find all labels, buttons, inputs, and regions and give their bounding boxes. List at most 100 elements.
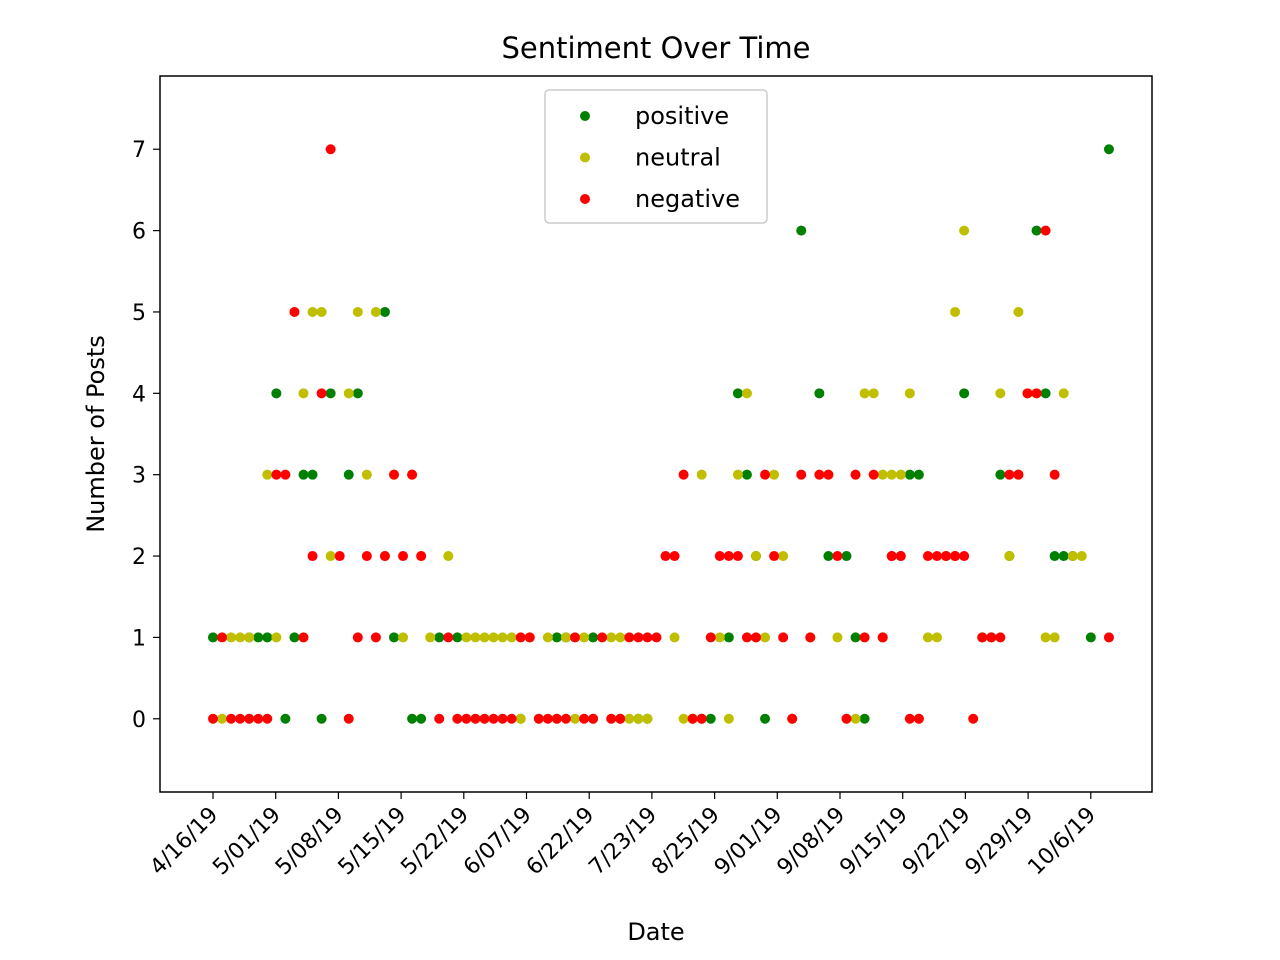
point-negative bbox=[732, 551, 743, 562]
point-negative bbox=[633, 632, 644, 643]
point-negative bbox=[443, 632, 454, 643]
point-positive bbox=[1085, 632, 1096, 643]
x-tick-label: 6/22/19 bbox=[522, 803, 600, 881]
point-neutral bbox=[488, 632, 499, 643]
point-negative bbox=[398, 551, 409, 562]
point-neutral bbox=[751, 551, 761, 562]
point-positive bbox=[760, 713, 771, 724]
point-negative bbox=[678, 469, 689, 480]
point-neutral bbox=[398, 632, 409, 643]
point-negative bbox=[352, 632, 363, 643]
point-negative bbox=[208, 713, 218, 724]
point-positive bbox=[814, 388, 825, 399]
point-negative bbox=[389, 469, 399, 480]
point-neutral bbox=[352, 306, 363, 317]
x-tick-label: 4/16/19 bbox=[146, 803, 224, 881]
legend-marker-neutral bbox=[580, 152, 590, 163]
point-negative bbox=[959, 551, 970, 562]
point-neutral bbox=[714, 632, 725, 643]
point-negative bbox=[379, 551, 390, 562]
point-negative bbox=[805, 632, 816, 643]
point-negative bbox=[570, 632, 580, 643]
point-negative bbox=[995, 632, 1006, 643]
point-neutral bbox=[760, 632, 771, 643]
point-negative bbox=[760, 469, 771, 480]
point-negative bbox=[696, 713, 707, 724]
point-negative bbox=[298, 632, 309, 643]
point-negative bbox=[778, 632, 789, 643]
point-negative bbox=[913, 713, 924, 724]
point-neutral bbox=[1058, 388, 1069, 399]
point-neutral bbox=[1049, 632, 1060, 643]
point-negative bbox=[1103, 632, 1114, 643]
y-tick-label: 7 bbox=[132, 138, 146, 163]
point-neutral bbox=[217, 713, 228, 724]
x-tick-label: 8/25/19 bbox=[647, 803, 725, 881]
point-negative bbox=[787, 713, 798, 724]
point-negative bbox=[334, 551, 345, 562]
point-positive bbox=[379, 306, 390, 317]
point-negative bbox=[651, 632, 662, 643]
x-tick-label: 9/15/19 bbox=[835, 803, 913, 881]
point-negative bbox=[868, 469, 879, 480]
point-positive bbox=[859, 713, 870, 724]
x-tick-label: 7/23/19 bbox=[584, 803, 662, 881]
plot-area-frame bbox=[159, 75, 1153, 793]
point-neutral bbox=[732, 469, 743, 480]
point-neutral bbox=[669, 632, 680, 643]
point-negative bbox=[524, 632, 535, 643]
point-negative bbox=[832, 551, 843, 562]
x-tick-label: 6/07/19 bbox=[459, 803, 537, 881]
point-neutral bbox=[859, 388, 870, 399]
point-positive bbox=[271, 388, 282, 399]
point-neutral bbox=[950, 306, 961, 317]
legend: positive neutral negative bbox=[544, 89, 768, 224]
point-negative bbox=[950, 551, 961, 562]
point-positive bbox=[823, 551, 834, 562]
point-neutral bbox=[461, 632, 472, 643]
point-neutral bbox=[1040, 632, 1051, 643]
point-neutral bbox=[479, 632, 490, 643]
point-negative bbox=[977, 632, 988, 643]
point-negative bbox=[714, 551, 725, 562]
point-negative bbox=[1013, 469, 1024, 480]
y-tick-label: 0 bbox=[132, 708, 146, 733]
point-negative bbox=[814, 469, 825, 480]
point-positive bbox=[723, 632, 734, 643]
point-negative bbox=[642, 632, 653, 643]
point-negative bbox=[325, 144, 336, 155]
point-neutral bbox=[343, 388, 354, 399]
point-positive bbox=[850, 632, 861, 643]
point-negative bbox=[452, 713, 463, 724]
point-positive bbox=[262, 632, 273, 643]
legend-marker-positive bbox=[580, 111, 590, 121]
point-negative bbox=[551, 713, 562, 724]
point-negative bbox=[226, 713, 237, 724]
y-tick-label: 4 bbox=[132, 382, 146, 407]
point-positive bbox=[1040, 388, 1051, 399]
point-negative bbox=[886, 551, 897, 562]
point-neutral bbox=[723, 713, 734, 724]
point-negative bbox=[579, 713, 590, 724]
point-neutral bbox=[778, 551, 789, 562]
point-negative bbox=[217, 632, 228, 643]
point-negative bbox=[316, 388, 327, 399]
point-neutral bbox=[244, 632, 255, 643]
x-tick-label: 9/01/19 bbox=[710, 803, 788, 881]
point-negative bbox=[407, 469, 418, 480]
point-neutral bbox=[1076, 551, 1087, 562]
point-neutral bbox=[615, 632, 626, 643]
point-negative bbox=[796, 469, 807, 480]
point-negative bbox=[660, 551, 671, 562]
y-axis-label: Number of Posts bbox=[82, 335, 110, 533]
point-negative bbox=[1040, 225, 1051, 236]
legend-label-negative: negative bbox=[635, 185, 740, 213]
point-positive bbox=[316, 713, 327, 724]
point-neutral bbox=[443, 551, 454, 562]
point-neutral bbox=[850, 713, 861, 724]
point-neutral bbox=[678, 713, 689, 724]
point-neutral bbox=[904, 388, 915, 399]
point-neutral bbox=[1067, 551, 1078, 562]
point-positive bbox=[588, 632, 599, 643]
point-neutral bbox=[741, 388, 752, 399]
